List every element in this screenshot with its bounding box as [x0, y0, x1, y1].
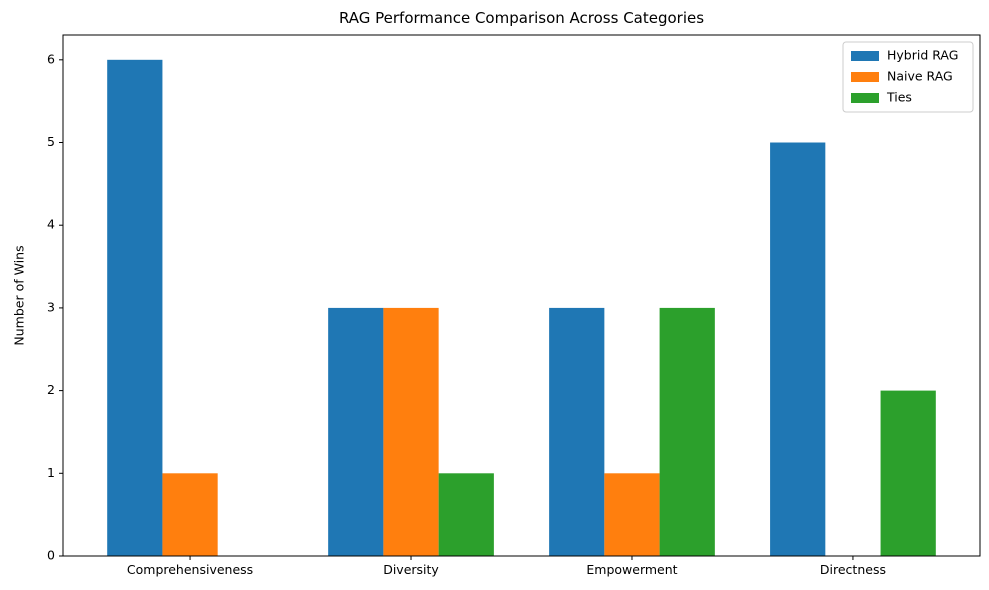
x-tick-label: Empowerment: [586, 562, 677, 577]
legend-label: Naive RAG: [887, 69, 953, 84]
bar-hybrid-rag-diversity: [328, 307, 384, 556]
bar-ties-diversity: [438, 473, 494, 556]
x-tick-label: Diversity: [383, 562, 439, 577]
bar-naive-rag-empowerment: [604, 473, 660, 556]
bar-hybrid-rag-empowerment: [549, 307, 605, 556]
y-tick-label: 3: [47, 299, 55, 314]
legend-label: Ties: [886, 90, 912, 105]
x-tick-label: Comprehensiveness: [127, 562, 253, 577]
legend-label: Hybrid RAG: [887, 48, 958, 63]
legend-swatch: [851, 93, 879, 103]
bar-ties-directness: [880, 390, 936, 556]
y-tick-label: 6: [47, 51, 55, 66]
bar-ties-empowerment: [659, 307, 715, 556]
legend: Hybrid RAG Naive RAG Ties: [842, 41, 974, 113]
bars-group: [107, 59, 936, 557]
chart-title: RAG Performance Comparison Across Catego…: [339, 9, 704, 27]
y-tick-label: 5: [47, 134, 55, 149]
x-tick-label: Directness: [820, 562, 886, 577]
y-tick-label: 1: [47, 465, 55, 480]
y-tick-label: 2: [47, 382, 55, 397]
legend-swatch: [851, 72, 879, 82]
y-tick-label: 0: [47, 548, 55, 563]
plot-frame: [62, 34, 981, 557]
legend-swatch: [851, 51, 879, 61]
bar-naive-rag-comprehensiveness: [162, 473, 218, 556]
y-axis: 0 1 2 3 4 5 6: [47, 51, 63, 563]
bar-hybrid-rag-directness: [770, 142, 826, 556]
y-tick-label: 4: [47, 217, 55, 232]
x-axis: Comprehensiveness Diversity Empowerment Dir…: [127, 556, 886, 577]
y-axis-label: Number of Wins: [12, 245, 27, 345]
bar-naive-rag-diversity: [383, 307, 439, 556]
bar-hybrid-rag-comprehensiveness: [107, 59, 163, 557]
